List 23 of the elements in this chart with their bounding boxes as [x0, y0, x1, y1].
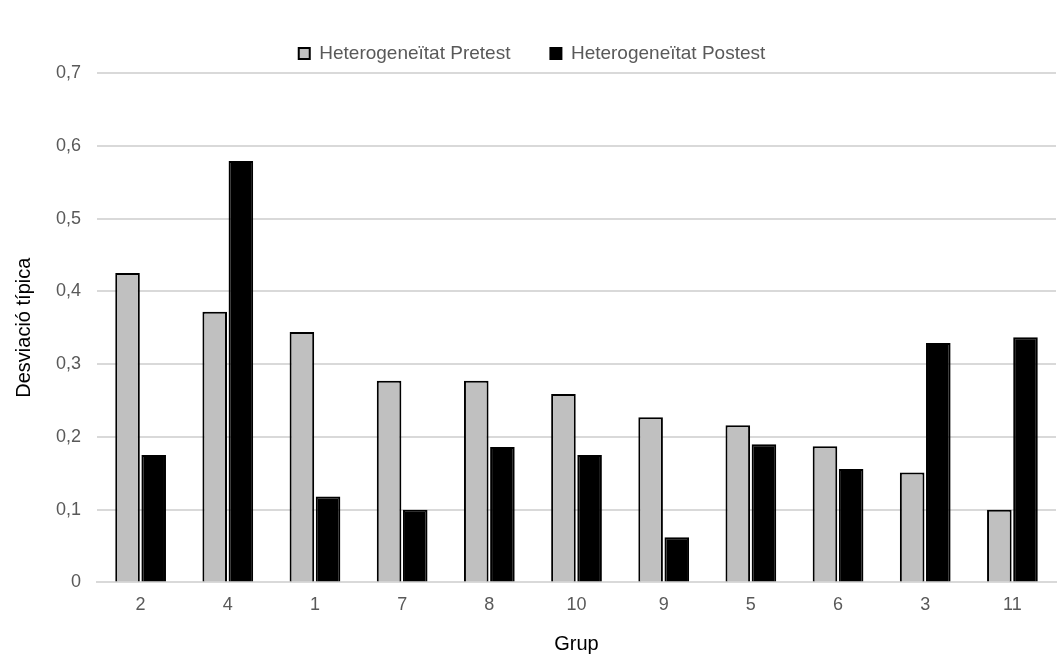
x-tick-label: 11	[1003, 594, 1022, 615]
y-tick-label: 0,1	[55, 498, 82, 519]
x-tick-label: 2	[135, 594, 146, 615]
x-tick-label: 1	[309, 594, 320, 615]
x-tick-label: 10	[566, 594, 587, 615]
x-tick-label: 6	[833, 594, 844, 615]
y-tick-label: 0,3	[55, 353, 82, 374]
y-axis-title: Desviació típica	[11, 256, 34, 398]
x-tick-label: 9	[658, 594, 669, 615]
legend-label: Heterogeneïtat Pretest	[319, 41, 512, 63]
y-tick-label: 0,6	[55, 134, 82, 155]
y-tick-label: 0	[71, 571, 82, 592]
y-tick-label: 0,5	[55, 207, 82, 228]
x-tick-label: 5	[745, 594, 756, 615]
x-axis-title: Grup	[554, 631, 599, 654]
y-tick-label: 0,2	[55, 425, 82, 446]
x-tick-label: 3	[920, 594, 931, 615]
legend-label: Heterogeneïtat Postest	[570, 41, 766, 63]
y-tick-label: 0,7	[55, 61, 82, 82]
x-tick-label: 8	[484, 594, 495, 615]
x-tick-label: 7	[397, 594, 408, 615]
y-tick-label: 0,4	[55, 280, 82, 301]
x-tick-label: 4	[222, 594, 233, 615]
